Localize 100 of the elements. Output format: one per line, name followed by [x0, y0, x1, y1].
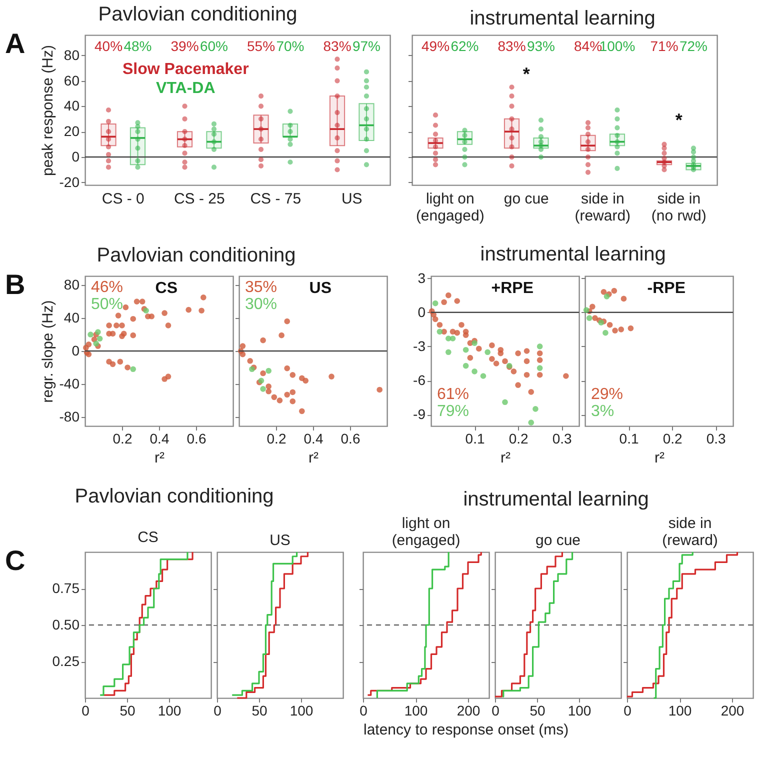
y-tick-label: 0: [72, 148, 80, 165]
chart-subtitle: side in (reward): [662, 515, 718, 550]
annotation: 93%: [526, 38, 556, 54]
annotation: 60%: [200, 38, 228, 54]
annotation: 83%: [323, 38, 352, 54]
chart-title: Pavlovian conditioning: [74, 485, 274, 508]
annotation: 61%: [437, 386, 470, 403]
text: Slow Pacemaker: [122, 61, 249, 78]
annotation: 40%: [94, 38, 123, 54]
annotation: 97%: [352, 38, 381, 54]
x-tick-label: light on (engaged): [416, 190, 484, 224]
annotation: 3%: [591, 403, 614, 420]
x-tick-label: 0: [360, 702, 368, 718]
x-tick-label: side in (no rwd): [651, 190, 706, 224]
y-tick-label: 0.75: [52, 580, 80, 596]
chart-title: Pavlovian conditioning: [98, 3, 298, 26]
x-tick-label: 100: [404, 702, 428, 718]
annotation: +RPE: [491, 280, 534, 297]
chart-subtitle: go cue: [535, 532, 581, 550]
text: C: [5, 545, 26, 576]
annotation: 71%: [650, 38, 678, 54]
x-tick-label: 50: [530, 702, 546, 718]
x-tick-label: 0: [492, 702, 500, 718]
annotation: 79%: [437, 403, 470, 420]
y-tick-label: 80: [64, 276, 80, 293]
y-tick-label: 20: [64, 123, 80, 140]
y-tick-label: 80: [64, 46, 80, 63]
x-tick-label: 0.1: [465, 430, 485, 446]
annotation: 50%: [91, 296, 124, 313]
x-tick-label: 0: [214, 702, 222, 718]
y-tick-label: -6: [413, 372, 426, 388]
x-tick-label: 0.6: [340, 430, 360, 446]
annotation: 48%: [124, 38, 152, 54]
y-axis-title: peak response (Hz): [39, 45, 56, 176]
x-tick-label: 100: [158, 702, 182, 718]
annotation: -RPE: [647, 280, 686, 297]
annotation: US: [309, 280, 332, 297]
x-tick-label: 0.3: [706, 430, 726, 446]
annotation: 55%: [246, 38, 276, 54]
y-tick-label: -20: [59, 174, 80, 190]
annotation: 46%: [91, 279, 124, 296]
annotation: 49%: [421, 38, 450, 54]
x-tick-label: 100: [290, 702, 314, 718]
x-tick-label: 0.2: [508, 430, 528, 446]
y-tick-label: 40: [64, 310, 80, 326]
chart-subtitle: US: [270, 532, 290, 550]
annotation: 70%: [276, 38, 304, 54]
x-tick-label: 0.2: [112, 430, 132, 446]
y-tick-label: 40: [64, 98, 80, 114]
annotation: 39%: [170, 38, 199, 54]
x-axis-title: r²: [154, 450, 164, 466]
y-tick-label: 60: [64, 72, 80, 88]
chart-title: instrumental learning: [463, 488, 649, 511]
annotation: 35%: [245, 279, 278, 296]
chart-title: instrumental learning: [480, 244, 666, 266]
chart-title: Pavlovian conditioning: [96, 244, 296, 266]
text: B: [5, 269, 26, 300]
y-tick-label: 0: [418, 304, 426, 320]
x-tick-label: US: [341, 190, 362, 208]
x-tick-label: 100: [568, 702, 592, 718]
x-tick-label: 0.6: [186, 430, 206, 446]
x-tick-label: 0.2: [662, 430, 682, 446]
x-tick-label: 0: [624, 702, 632, 718]
chart-subtitle: CS: [138, 529, 158, 546]
x-axis-title: r²: [308, 450, 318, 466]
x-tick-label: CS - 0: [102, 190, 144, 208]
x-tick-label: 0.1: [619, 430, 639, 446]
x-tick-label: 0.4: [150, 430, 170, 446]
y-tick-label: 0: [72, 342, 80, 358]
x-tick-label: 200: [720, 702, 744, 718]
annotation: CS: [155, 280, 178, 297]
chart-title: instrumental learning: [470, 7, 656, 30]
text: VTA-DA: [156, 80, 216, 97]
x-tick-label: 200: [456, 702, 480, 718]
x-tick-label: 0.3: [552, 430, 572, 446]
x-axis-title: r²: [654, 450, 664, 466]
annotation: *: [522, 64, 530, 84]
y-axis-title: regr. slope (Hz): [39, 300, 56, 403]
chart-subtitle: light on (engaged): [392, 515, 460, 550]
x-tick-label: side in (reward): [574, 190, 631, 224]
y-tick-label: 0.25: [52, 653, 80, 669]
x-axis-title: r²: [500, 450, 510, 466]
x-tick-label: 0.4: [304, 430, 324, 446]
x-tick-label: 100: [668, 702, 692, 718]
x-axis-title: latency to response onset (ms): [364, 722, 569, 738]
text: A: [5, 28, 26, 59]
y-tick-label: -80: [59, 408, 80, 424]
annotation: 30%: [245, 296, 278, 313]
y-tick-label: 3: [418, 270, 426, 286]
y-tick-label: -40: [59, 375, 80, 392]
x-tick-label: go cue: [504, 190, 549, 208]
x-tick-label: 50: [252, 702, 268, 718]
y-tick-label: 0.50: [52, 616, 80, 632]
x-tick-label: CS - 75: [250, 190, 302, 208]
annotation: 62%: [450, 38, 479, 54]
x-tick-label: CS - 25: [174, 190, 225, 208]
annotation: 83%: [498, 38, 526, 54]
x-tick-label: 0.2: [266, 430, 286, 446]
annotation: *: [675, 110, 682, 130]
y-tick-label: -3: [413, 338, 426, 354]
